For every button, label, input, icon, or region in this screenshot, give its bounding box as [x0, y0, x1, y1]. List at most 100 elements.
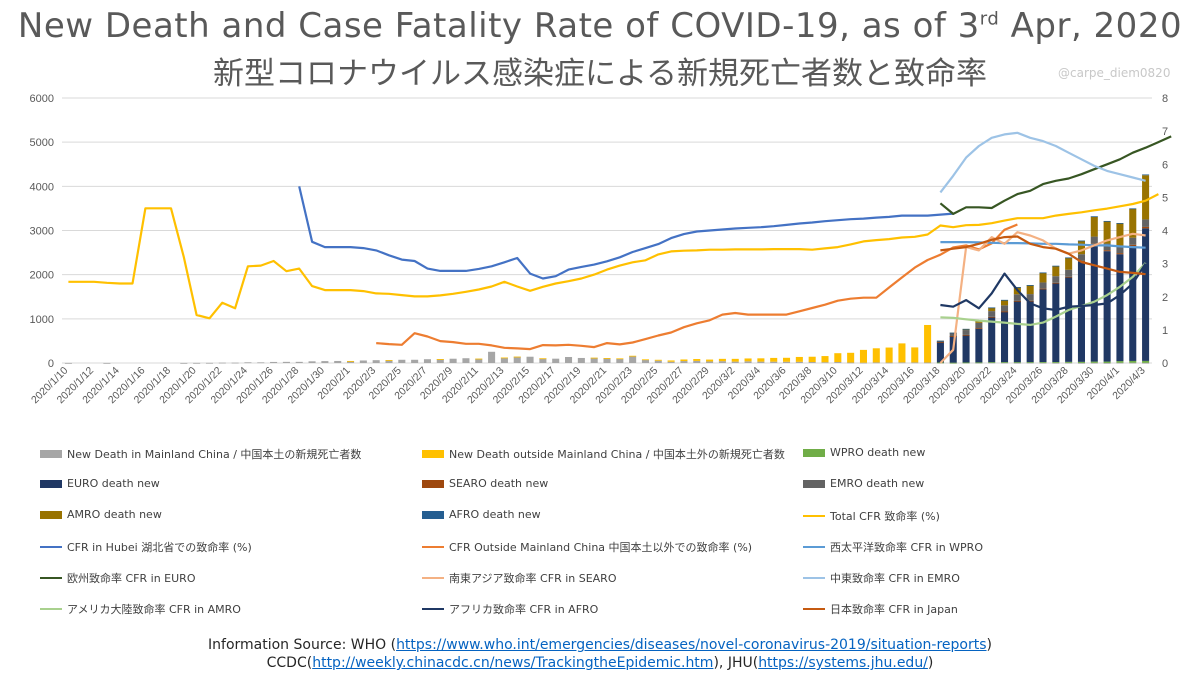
bar-0-3	[103, 362, 111, 364]
ccdc-link[interactable]: http://weekly.chinacdc.cn/news/Trackingt…	[312, 655, 714, 671]
bar-4-83	[1129, 244, 1137, 247]
bar-0-42	[603, 358, 611, 363]
bar-6-83	[1129, 208, 1137, 238]
bar-0-66	[911, 362, 919, 364]
bar-5-81	[1103, 243, 1111, 251]
legend-label: 西太平洋致命率 CFR in WPRO	[830, 541, 983, 554]
bar-3-74	[1013, 301, 1021, 363]
line-series-1	[298, 186, 954, 280]
legend-swatch-line	[40, 546, 62, 548]
bar-0-14	[244, 362, 252, 364]
line-layer	[68, 131, 1172, 364]
legend-swatch-bar	[40, 450, 62, 458]
bar-0-54	[757, 361, 765, 363]
bar-7-76	[1039, 272, 1047, 274]
bar-1-51	[718, 358, 726, 362]
who-link[interactable]: https://www.who.int/emergencies/diseases…	[396, 637, 987, 653]
bar-1-56	[783, 357, 791, 362]
bar-7-74	[1013, 286, 1021, 288]
legend-swatch-bar	[422, 510, 444, 519]
bar-1-59	[821, 356, 829, 363]
legend-swatch-line	[422, 577, 444, 579]
bar-0-22	[347, 361, 355, 363]
bar-0-40	[577, 357, 585, 363]
bar-0-12	[218, 362, 226, 364]
bar-6-80	[1090, 216, 1098, 237]
bar-4-69	[949, 336, 957, 337]
bar-1-46	[654, 359, 662, 361]
line-series-0	[68, 193, 1159, 320]
legend-item: アフリカ致命率 CFR in AFRO	[422, 601, 598, 617]
bar-0-10	[193, 362, 201, 364]
bar-2-84	[1142, 360, 1150, 363]
y-left-tick-label: 4000	[30, 181, 54, 193]
bar-layer	[64, 174, 1150, 364]
bar-7-80	[1090, 216, 1098, 218]
bar-1-60	[834, 353, 842, 363]
legend-swatch-line	[40, 577, 62, 579]
y-axis-left: 0 1000 2000 3000 4000 5000 6000	[30, 93, 54, 370]
bar-1-54	[757, 358, 765, 362]
bar-1-64	[885, 347, 893, 363]
legend-item: WPRO death new	[803, 446, 925, 459]
legend-item: CFR in Hubei 湖北省での致命率 (%)	[40, 539, 252, 555]
bar-0-18	[295, 361, 303, 363]
bar-7-73	[1001, 299, 1009, 301]
bar-0-45	[641, 359, 649, 363]
bar-1-58	[808, 356, 816, 363]
bar-0-67	[924, 362, 932, 364]
legend-swatch-bar	[40, 510, 62, 519]
bar-5-78	[1065, 269, 1073, 277]
bar-1-44	[629, 355, 637, 357]
bar-2-69	[949, 362, 957, 364]
line-series-4	[939, 135, 1172, 215]
bar-0-13	[231, 362, 239, 364]
y-right-tick-label: 7	[1162, 126, 1168, 138]
bar-0-11	[205, 362, 213, 364]
legend-label: アフリカ致命率 CFR in AFRO	[449, 603, 599, 616]
bar-0-82	[1116, 362, 1124, 364]
legend-item: 日本致命率 CFR in Japan	[803, 601, 958, 617]
bar-1-35	[513, 356, 521, 358]
bar-1-34	[500, 357, 508, 359]
bar-7-72	[988, 307, 996, 309]
bar-3-72	[988, 317, 996, 363]
jhu-link[interactable]: https://systems.jhu.edu/	[758, 655, 928, 671]
y-axis-right: 0 1 2 3 4 5 6 7 8	[1162, 93, 1168, 370]
bar-0-41	[590, 357, 598, 363]
bar-5-84	[1142, 219, 1150, 227]
bar-0-37	[539, 358, 547, 363]
y-right-tick-label: 1	[1162, 325, 1168, 337]
bar-0-52	[731, 361, 739, 363]
y-left-tick-label: 5000	[30, 137, 54, 149]
bar-3-68	[936, 342, 944, 363]
bar-0-72	[988, 362, 996, 364]
legend-label: CFR in Hubei 湖北省での致命率 (%)	[67, 541, 252, 554]
bar-2-77	[1052, 362, 1060, 363]
bar-3-70	[962, 335, 970, 363]
legend-item: 西太平洋致命率 CFR in WPRO	[803, 539, 983, 555]
bar-1-25	[385, 360, 393, 361]
source-line-2: CCDC(http://weekly.chinacdc.cn/news/Trac…	[0, 654, 1200, 672]
bar-4-81	[1103, 250, 1111, 252]
bar-2-75	[1026, 362, 1034, 363]
bar-1-42	[603, 358, 611, 359]
bar-5-82	[1116, 246, 1124, 254]
legend-item: Total CFR 致命率 (%)	[803, 508, 940, 524]
title-line1-post: Apr, 2020	[999, 6, 1183, 46]
bar-5-68	[936, 341, 944, 343]
bar-3-76	[1039, 289, 1047, 363]
y-right-tick-label: 8	[1162, 93, 1168, 105]
bar-4-74	[1013, 300, 1021, 302]
bar-0-38	[552, 358, 560, 363]
bar-0-44	[629, 356, 637, 363]
bar-5-79	[1077, 254, 1085, 261]
bar-6-84	[1142, 175, 1150, 220]
bar-5-73	[1001, 305, 1009, 312]
bar-4-84	[1142, 226, 1150, 229]
bar-6-71	[975, 320, 983, 323]
line-series-5	[939, 231, 1146, 364]
legend-label: アメリカ大陸致命率 CFR in AMRO	[67, 603, 241, 616]
bar-0-34	[500, 357, 508, 363]
bar-1-45	[641, 359, 649, 361]
